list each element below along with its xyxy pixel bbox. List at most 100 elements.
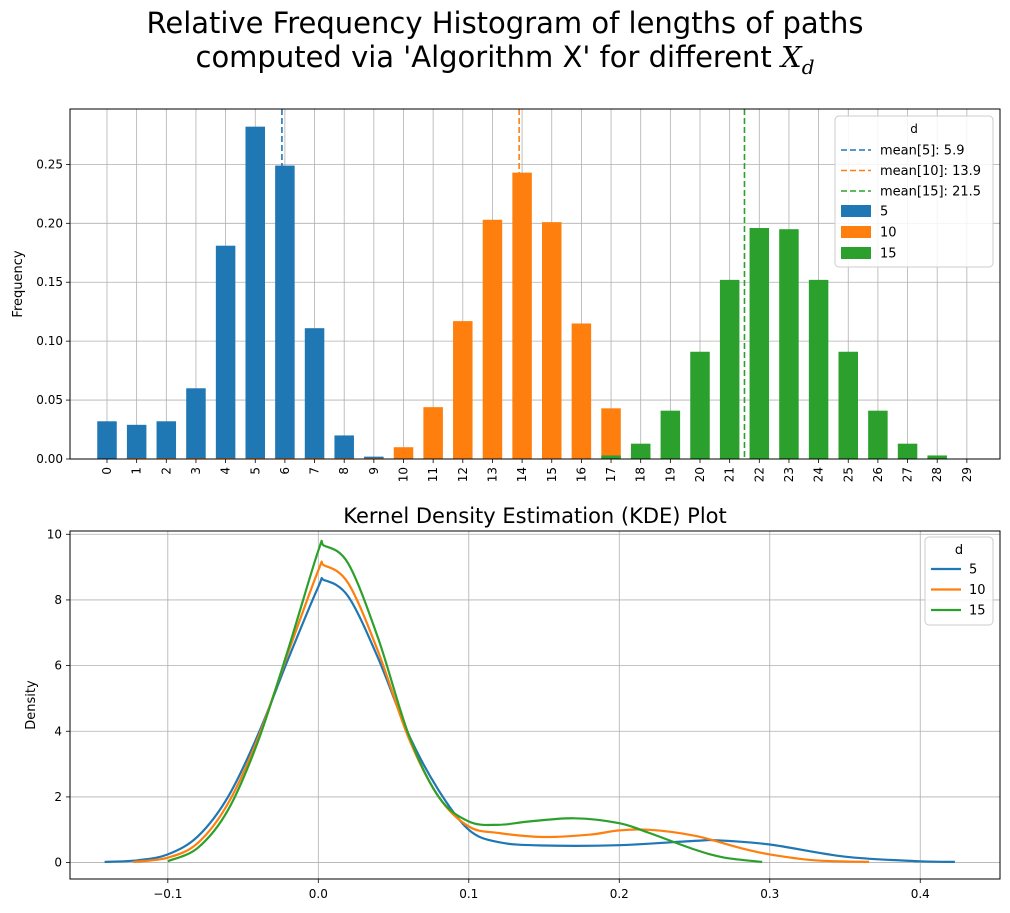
y-tick-label: 10 <box>47 527 62 541</box>
x-tick-label: 8 <box>337 467 351 475</box>
bar-d5 <box>186 388 206 459</box>
x-tick-label: 28 <box>930 467 944 482</box>
plot-frame <box>69 530 1001 880</box>
y-tick-label: 6 <box>54 659 62 673</box>
x-tick-label: 10 <box>397 467 411 482</box>
bar-d15 <box>897 443 918 459</box>
histogram-axes: 0 1 2 3 4 5 6 7 8 9 10 11 12 13 14 15 16 17 18 19 20 21 22 23 24… <box>11 108 1001 482</box>
math-x-symbol: X <box>781 40 802 74</box>
x-tick-label: 16 <box>574 467 588 482</box>
x-tick-label: 6 <box>278 467 292 475</box>
y-tick-label: 0.25 <box>36 157 63 171</box>
bar-d15 <box>660 410 681 459</box>
y-tick-label: 0.10 <box>36 334 63 348</box>
legend-box <box>834 115 994 268</box>
legend-box <box>924 536 994 626</box>
x-tick-label: 4 <box>219 467 233 475</box>
x-tick-label: 15 <box>545 467 559 482</box>
bar-d15 <box>749 228 770 459</box>
bar-d10 <box>393 447 414 459</box>
bar-d5 <box>156 421 177 459</box>
x-tick-label: 0.2 <box>610 887 629 901</box>
x-tick-label: 29 <box>960 467 974 482</box>
y-tick-label: 0.05 <box>36 393 63 407</box>
bar-d15 <box>601 455 621 459</box>
kde-legend: d5 10 15 <box>924 536 994 626</box>
x-tick-label: 20 <box>693 467 707 482</box>
x-tick-label: 21 <box>723 467 737 482</box>
bar-d10 <box>512 172 532 460</box>
x-tick-label: −0.1 <box>153 887 182 901</box>
bar-d5 <box>97 421 117 459</box>
histogram-legend: d mean[5]: 5.9 mean[10]: 13.9 mean[15]: 21.… <box>834 115 994 268</box>
x-tick-label: 1 <box>130 467 144 475</box>
bar-d10 <box>601 408 621 459</box>
kde-title: Kernel Density Estimation (KDE) Plot <box>343 504 727 528</box>
bar-d10 <box>453 321 473 459</box>
x-tick-label: 5 <box>248 467 262 475</box>
y-tick-label: 4 <box>54 724 62 738</box>
kde-axes: Kernel Density Estimation (KDE) Plot −0.1… <box>24 504 1001 901</box>
x-tick-label: 13 <box>485 467 499 482</box>
y-tick-label: 0 <box>54 856 62 870</box>
y-tick-label: 8 <box>54 593 62 607</box>
legend-mean-label: mean[15]: 21.5 <box>880 185 981 200</box>
legend-bar-label: 15 <box>880 247 897 262</box>
plot-frame <box>69 108 1001 460</box>
x-tick-label: 0.4 <box>911 887 930 901</box>
figure-title-line2: computed via 'Algorithm X' for different… <box>195 40 815 79</box>
bar-d15 <box>868 410 888 459</box>
legend-bar-label: 5 <box>880 205 888 220</box>
bar-d10 <box>571 323 592 459</box>
bar-d5 <box>275 165 295 459</box>
legend-bar-swatch <box>841 226 871 238</box>
x-tick-label: 25 <box>841 467 855 482</box>
x-tick-label: 17 <box>604 467 618 482</box>
legend-bar-swatch <box>841 205 871 217</box>
x-tick-label: 0.1 <box>459 887 478 901</box>
x-tick-label: 0.0 <box>309 887 328 901</box>
bar-d15 <box>838 351 858 459</box>
bar-d5 <box>304 328 325 459</box>
y-tick-label: 2 <box>54 790 62 804</box>
x-tick-label: 7 <box>308 467 322 475</box>
bar-d10 <box>542 222 562 459</box>
y-axis-label: Frequency <box>11 250 26 317</box>
x-tick-label: 27 <box>901 467 915 482</box>
x-tick-label: 3 <box>189 467 203 475</box>
legend-title: d <box>955 543 963 558</box>
bar-d5 <box>126 424 147 459</box>
y-axis-label: Density <box>24 680 39 730</box>
legend-line-label: 10 <box>969 583 986 598</box>
x-tick-label: 22 <box>752 467 766 482</box>
legend-title: d <box>910 122 918 136</box>
bar-d15 <box>690 351 710 459</box>
legend-bar-label: 10 <box>880 226 897 241</box>
bar-d5 <box>334 435 354 459</box>
bar-d10 <box>423 407 443 459</box>
legend-line-label: 15 <box>969 604 986 619</box>
legend-mean-label: mean[10]: 13.9 <box>880 164 981 179</box>
bar-d15 <box>630 443 651 459</box>
bar-d15 <box>927 455 947 459</box>
x-tick-label: 19 <box>663 467 677 482</box>
x-tick-label: 23 <box>782 467 796 482</box>
x-tick-label: 18 <box>634 467 648 482</box>
x-tick-label: 9 <box>367 467 381 475</box>
x-tick-label: 11 <box>426 467 440 482</box>
y-tick-label: 0.20 <box>36 216 63 230</box>
bar-d10 <box>482 219 503 459</box>
bar-d5 <box>245 126 265 460</box>
bar-d5 <box>215 245 236 459</box>
figure-title-line1: Relative Frequency Histogram of lengths … <box>146 6 864 40</box>
bar-d15 <box>808 279 829 459</box>
kde-line-d10 <box>133 560 870 863</box>
x-tick-label: 0 <box>100 467 114 475</box>
legend-bar-swatch <box>841 247 871 259</box>
x-tick-label: 12 <box>456 467 470 482</box>
legend-mean-label: mean[5]: 5.9 <box>880 144 964 159</box>
legend-line-label: 5 <box>969 563 977 578</box>
y-tick-label: 0.00 <box>36 452 63 466</box>
bar-d15 <box>719 279 740 459</box>
